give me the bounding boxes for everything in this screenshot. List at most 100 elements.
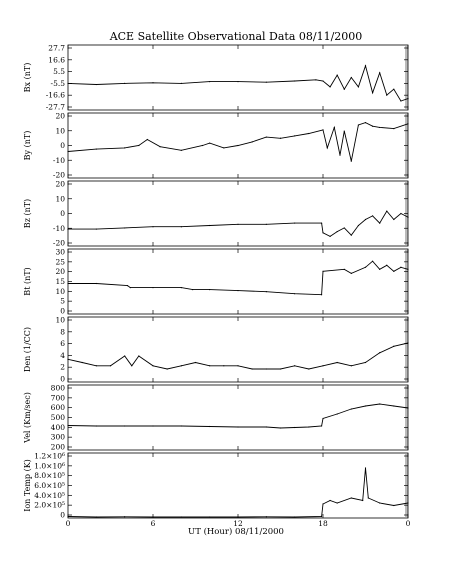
data-point: [237, 223, 239, 225]
y-tick-label: -16.6: [46, 91, 65, 100]
data-point: [67, 82, 69, 84]
chart-title: ACE Satellite Observational Data 08/11/2…: [109, 30, 363, 43]
y-tick-label: 600: [51, 403, 66, 412]
data-point: [126, 284, 129, 287]
data-point: [308, 426, 310, 428]
data-point: [308, 132, 310, 135]
panels-group: 27.716.65.5-5.5-16.6-27.7Bx (nT)20100-10…: [23, 44, 409, 520]
data-point: [95, 148, 97, 150]
data-point: [320, 294, 323, 296]
data-point: [209, 224, 211, 227]
y-tick-label: 0: [60, 209, 65, 218]
data-point: [180, 425, 182, 427]
data-point: [393, 128, 395, 130]
data-point: [343, 130, 345, 132]
y-tick-label: 6.0×10⁵: [34, 481, 65, 490]
panel-0: 27.7 16.6 5.5 -5.5 -16.6 -27.7 Bx (nT): [23, 44, 409, 112]
y-tick-label: 5: [60, 297, 65, 306]
y-tick-label: -10: [53, 224, 65, 233]
data-point: [166, 368, 168, 370]
data-point: [322, 232, 324, 234]
data-point: [67, 358, 69, 360]
data-point: [393, 405, 395, 407]
y-axis-label: Den (1/CC): [23, 327, 32, 372]
panel-frame: [67, 44, 409, 111]
data-point: [336, 230, 338, 233]
data-point: [362, 499, 364, 502]
y-axis-label: Bz (nT): [23, 199, 32, 228]
data-point: [209, 142, 211, 144]
data-point: [152, 82, 154, 84]
y-tick-label: 20: [55, 267, 65, 276]
data-point: [379, 72, 381, 74]
data-point: [146, 138, 148, 141]
data-point: [322, 365, 324, 367]
data-point: [364, 122, 367, 124]
data-point: [131, 365, 133, 367]
data-point: [350, 365, 352, 367]
data-point: [350, 408, 352, 410]
data-point: [322, 80, 324, 82]
y-tick-label: 10: [55, 126, 65, 135]
data-point: [152, 286, 154, 289]
data-point: [343, 227, 345, 229]
data-point: [322, 129, 324, 131]
data-point: [364, 218, 367, 221]
data-point: [371, 260, 374, 262]
x-tick-label: 0: [406, 519, 411, 528]
data-point: [386, 210, 388, 212]
data-point: [407, 502, 409, 504]
y-tick-label: 1.2×10⁶: [34, 452, 65, 461]
panel-frame: [67, 248, 409, 315]
y-tick-label: 27.7: [48, 44, 65, 53]
panel-edge-bar: [405, 318, 408, 381]
data-point: [265, 136, 267, 138]
y-tick-label: -20: [53, 171, 65, 180]
data-point: [265, 81, 267, 83]
data-point: [95, 516, 97, 518]
data-point: [152, 365, 154, 367]
data-point: [379, 126, 381, 129]
data-point: [124, 355, 126, 357]
y-tick-label: 2: [60, 363, 65, 372]
data-point: [393, 270, 395, 272]
data-point: [95, 365, 97, 367]
data-point: [315, 79, 317, 81]
data-point: [81, 361, 83, 364]
series-line: [67, 467, 409, 518]
data-point: [223, 147, 225, 149]
data-point: [67, 150, 69, 153]
data-point: [336, 74, 338, 76]
series-line: [68, 260, 409, 296]
panel-2: 20 10 0 -10 -20 Bz (nT): [23, 180, 409, 248]
data-point: [180, 516, 182, 518]
data-point: [194, 361, 197, 364]
data-point: [294, 135, 296, 137]
x-tick-labels: 0 6 12 18 0: [66, 519, 411, 528]
data-point: [138, 144, 140, 147]
data-point: [357, 224, 360, 227]
data-point: [393, 218, 395, 221]
data-point: [67, 282, 69, 285]
data-point: [192, 289, 194, 291]
data-point: [129, 286, 131, 289]
data-point: [343, 268, 345, 270]
data-point: [201, 144, 204, 147]
y-tick-label: 800: [51, 384, 66, 393]
data-point: [386, 264, 388, 266]
y-tick-label: 5.5: [53, 67, 65, 76]
data-point: [294, 80, 296, 82]
y-tick-label: 15: [55, 277, 65, 286]
data-point: [265, 516, 267, 518]
y-tick-label: 500: [51, 413, 66, 422]
y-tick-label: 10: [55, 194, 65, 203]
data-point: [159, 146, 161, 148]
y-tick-label: 20: [55, 112, 65, 121]
data-point: [322, 270, 324, 272]
data-point: [237, 516, 239, 518]
data-point: [400, 100, 402, 102]
data-point: [407, 216, 409, 218]
y-tick-label: 0: [60, 511, 65, 520]
